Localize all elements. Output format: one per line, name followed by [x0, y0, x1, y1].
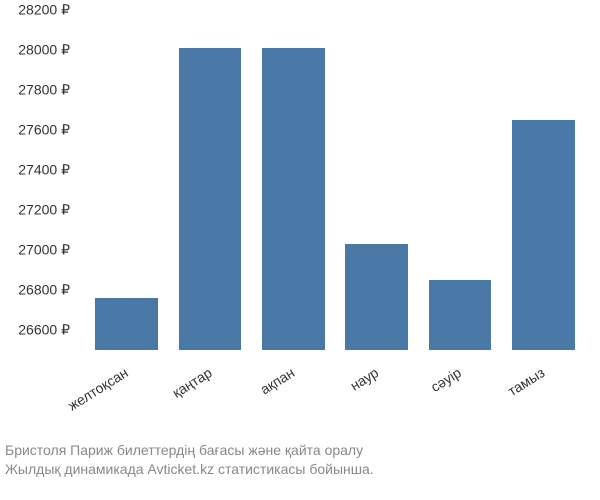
chart-caption: Бристоля Париж билеттердің бағасы және қ…: [0, 441, 600, 480]
x-tick-label: желтоқсан: [65, 364, 131, 413]
bar: [512, 120, 575, 350]
y-axis: 26600 ₽ 26800 ₽ 27000 ₽ 27200 ₽ 27400 ₽ 27600…: [0, 10, 80, 350]
x-tick-label: ақпан: [258, 364, 298, 397]
y-tick-label: 27800 ₽: [18, 82, 70, 99]
y-tick-label: 28000 ₽: [18, 42, 70, 59]
y-tick-label: 26800 ₽: [18, 282, 70, 299]
y-tick-label: 27200 ₽: [18, 202, 70, 219]
x-tick-label: тамыз: [505, 364, 548, 399]
y-tick-label: 28200 ₽: [18, 2, 70, 19]
bar: [345, 244, 408, 350]
y-tick-label: 26600 ₽: [18, 322, 70, 339]
x-tick-label: сәуір: [428, 364, 464, 395]
y-tick-label: 27600 ₽: [18, 122, 70, 139]
plot-area: [85, 10, 585, 350]
bar: [429, 280, 492, 350]
bar: [179, 48, 242, 350]
caption-line-1: Бристоля Париж билеттердің бағасы және қ…: [5, 441, 600, 461]
x-tick-label: наур: [347, 364, 381, 393]
x-axis: желтоқсанқаңтарақпаннаурсәуіртамыз: [85, 355, 585, 415]
bar: [262, 48, 325, 350]
caption-line-2: Жылдық динамикада Avticket.kz статистика…: [5, 460, 600, 480]
y-tick-label: 27400 ₽: [18, 162, 70, 179]
price-chart: 26600 ₽ 26800 ₽ 27000 ₽ 27200 ₽ 27400 ₽ 27600…: [0, 0, 600, 420]
x-tick-label: қаңтар: [169, 364, 214, 401]
y-tick-label: 27000 ₽: [18, 242, 70, 259]
bar: [95, 298, 158, 350]
